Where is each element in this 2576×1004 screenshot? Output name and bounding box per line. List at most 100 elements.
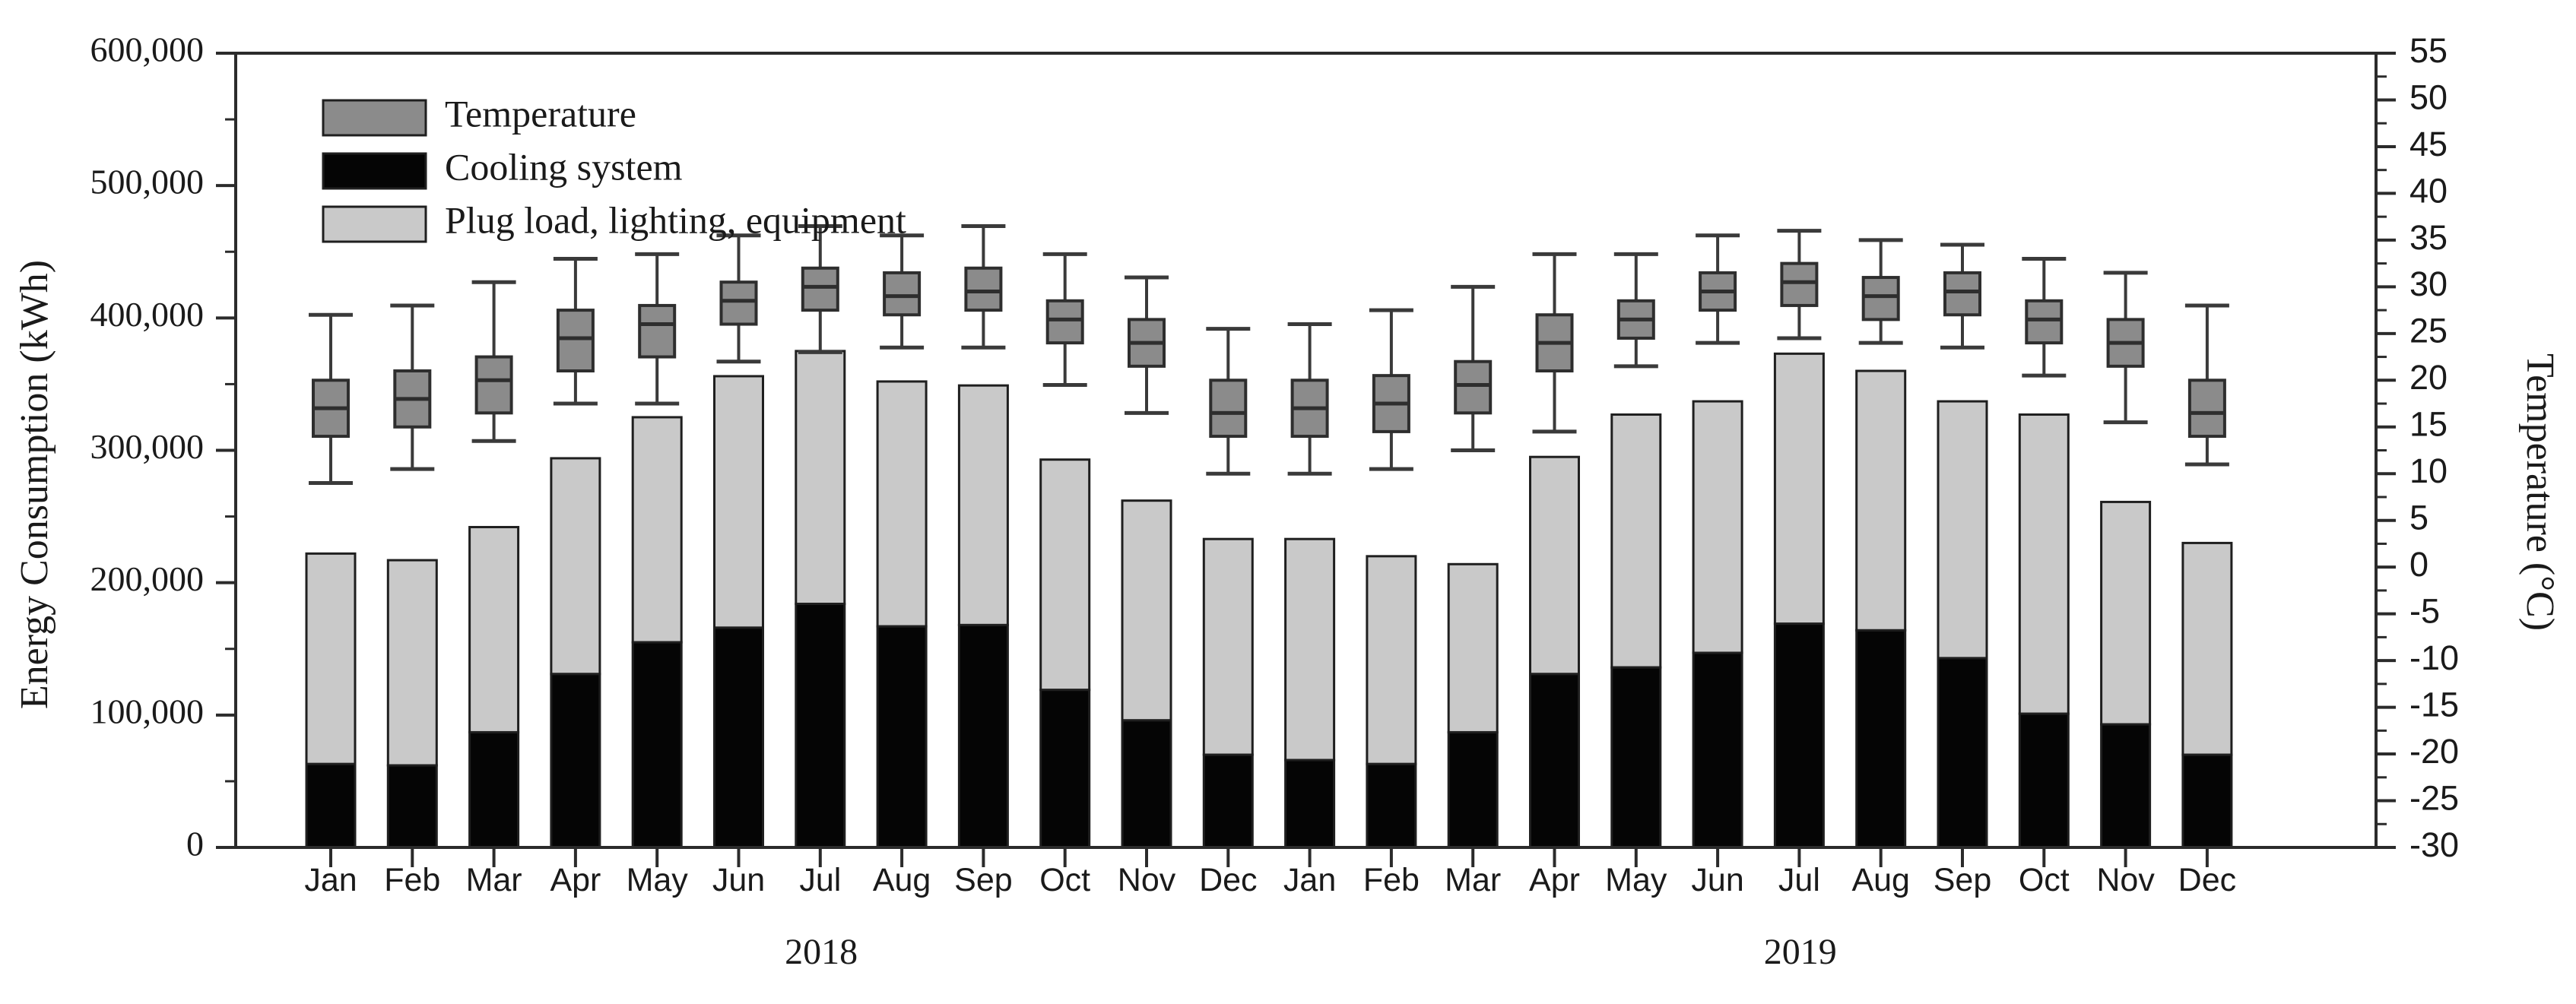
bottom-axis: Jan Feb Mar Apr May Jun Jul Aug Sep Oct Nov Dec Jan F… (304, 847, 2236, 972)
boxplot-2019-Jan (1287, 322, 1332, 476)
left-axis-tick-label: 100,000 (90, 692, 205, 730)
month-tick-label: May (1605, 862, 1667, 898)
bar-group-2019-Apr (1529, 455, 1580, 849)
month-tick-label: Jun (1691, 862, 1743, 898)
right-axis-tick-label: 40 (2409, 171, 2448, 210)
left-axis-tick-label: 200,000 (90, 559, 205, 598)
bar-segment-cooling (1692, 651, 1743, 849)
bar-group-2019-Jun (1692, 400, 1743, 849)
right-axis-tick-label: -10 (2409, 638, 2459, 677)
boxplot-2018-Oct (1042, 252, 1087, 387)
box-iqr (638, 303, 677, 359)
right-axis-tick-label: -30 (2409, 825, 2459, 864)
bar-segment-plug-load (1121, 499, 1172, 722)
right-axis-tick-label: 0 (2409, 545, 2428, 584)
bar-segment-plug-load (550, 457, 601, 676)
bar-segment-plug-load (1937, 400, 1988, 660)
bar-segment-cooling (550, 673, 601, 849)
bar-segment-cooling (876, 625, 928, 849)
left-axis-title: Energy Consumption (kWh) (13, 260, 56, 709)
bar-segment-plug-load (1366, 555, 1417, 765)
right-axis-tick-label: 35 (2409, 218, 2448, 257)
right-axis-tick-label: 20 (2409, 358, 2448, 397)
right-axis-tick-label: 5 (2409, 499, 2428, 537)
boxplot-2019-Mar (1451, 284, 1496, 452)
box-iqr (1209, 378, 1248, 439)
box-iqr (474, 355, 513, 415)
bar-group-2019-Jan (1284, 537, 1336, 849)
bar-segment-plug-load (2100, 500, 2152, 726)
box-iqr (2187, 378, 2226, 439)
bar-group-2018-Apr (550, 457, 601, 849)
boxplot-2019-Aug (1858, 238, 1903, 345)
year-label-2018: 2018 (785, 932, 858, 972)
bar-segment-cooling (2181, 753, 2233, 849)
bar-segment-plug-load (957, 384, 1009, 626)
right-axis-tick-label: 15 (2409, 405, 2448, 444)
boxplot-2019-Sep (1940, 242, 1984, 350)
bar-segment-cooling (1937, 657, 1988, 849)
bar-segment-plug-load (2018, 413, 2070, 715)
bars-layer (305, 350, 2233, 849)
bar-segment-cooling (1284, 759, 1336, 849)
bar-segment-cooling (305, 762, 357, 849)
right-axis: -30 -25 -20 -15 -10 -5 0 5 10 15 20 25 30 35 40 45 50 55 T… (2376, 31, 2562, 864)
bar-group-2018-May (631, 416, 683, 849)
bar-group-2018-Oct (1039, 458, 1091, 849)
bar-group-2018-Feb (386, 559, 438, 849)
bar-segment-cooling (1121, 719, 1172, 849)
bar-segment-cooling (1855, 629, 1907, 849)
bar-group-2018-Nov (1121, 499, 1172, 849)
month-tick-label: Dec (1199, 862, 1257, 898)
bar-group-2019-Oct (2018, 413, 2070, 849)
boxplot-2018-Sep (961, 223, 1006, 350)
bar-group-2019-Dec (2181, 541, 2233, 849)
box-iqr (801, 266, 839, 312)
bar-segment-plug-load (713, 375, 764, 629)
legend-swatch-plug-load-lighting-equipment (322, 205, 427, 243)
bar-segment-cooling (1773, 622, 1825, 849)
right-axis-tick-label: 50 (2409, 78, 2448, 116)
year-label-2019: 2019 (1764, 932, 1837, 972)
bar-segment-plug-load (1447, 562, 1499, 733)
bar-segment-cooling (1039, 689, 1091, 849)
bar-segment-plug-load (1610, 413, 1662, 669)
boxplot-2018-May (635, 252, 680, 406)
boxplot-2019-Jun (1696, 233, 1740, 345)
bar-group-2018-Mar (468, 526, 520, 849)
bar-segment-plug-load (1039, 458, 1091, 692)
month-tick-label: Apr (1529, 862, 1580, 898)
month-tick-label: Sep (954, 862, 1013, 898)
bar-segment-cooling (386, 764, 438, 849)
bar-segment-cooling (795, 603, 846, 849)
month-tick-label: Oct (2019, 862, 2070, 898)
month-tick-label: Sep (1934, 862, 1992, 898)
bar-segment-cooling (468, 730, 520, 849)
bar-segment-cooling (1610, 666, 1662, 849)
right-axis-tick-label: 10 (2409, 451, 2448, 490)
bar-group-2019-Mar (1447, 562, 1499, 849)
month-tick-label: Feb (1363, 862, 1420, 898)
month-tick-label: Jul (799, 862, 841, 898)
bar-segment-plug-load (1202, 537, 1254, 756)
bar-segment-plug-load (1773, 352, 1825, 626)
legend: Temperature Cooling system Plug load, ligh… (322, 92, 906, 243)
month-tick-label: Jul (1778, 862, 1820, 898)
legend-label: Cooling system (445, 145, 683, 188)
right-axis-tick-label: -5 (2409, 592, 2440, 631)
bar-group-2019-Nov (2100, 500, 2152, 849)
right-axis-tick-label: 55 (2409, 31, 2448, 70)
boxplot-2019-Apr (1532, 252, 1577, 434)
month-tick-label: Mar (1445, 862, 1501, 898)
bar-group-2018-Jul (795, 350, 846, 849)
month-tick-label: Mar (466, 862, 522, 898)
boxplot-2018-Mar (471, 280, 516, 443)
bar-segment-plug-load (305, 552, 357, 765)
legend-label: Plug load, lighting, equipment (445, 198, 906, 241)
boxplot-2018-Jun (716, 233, 761, 364)
month-tick-label: May (627, 862, 689, 898)
boxplot-2018-Jan (309, 312, 353, 486)
bar-group-2019-Sep (1937, 400, 1988, 849)
right-axis-tick-label: 45 (2409, 125, 2448, 163)
